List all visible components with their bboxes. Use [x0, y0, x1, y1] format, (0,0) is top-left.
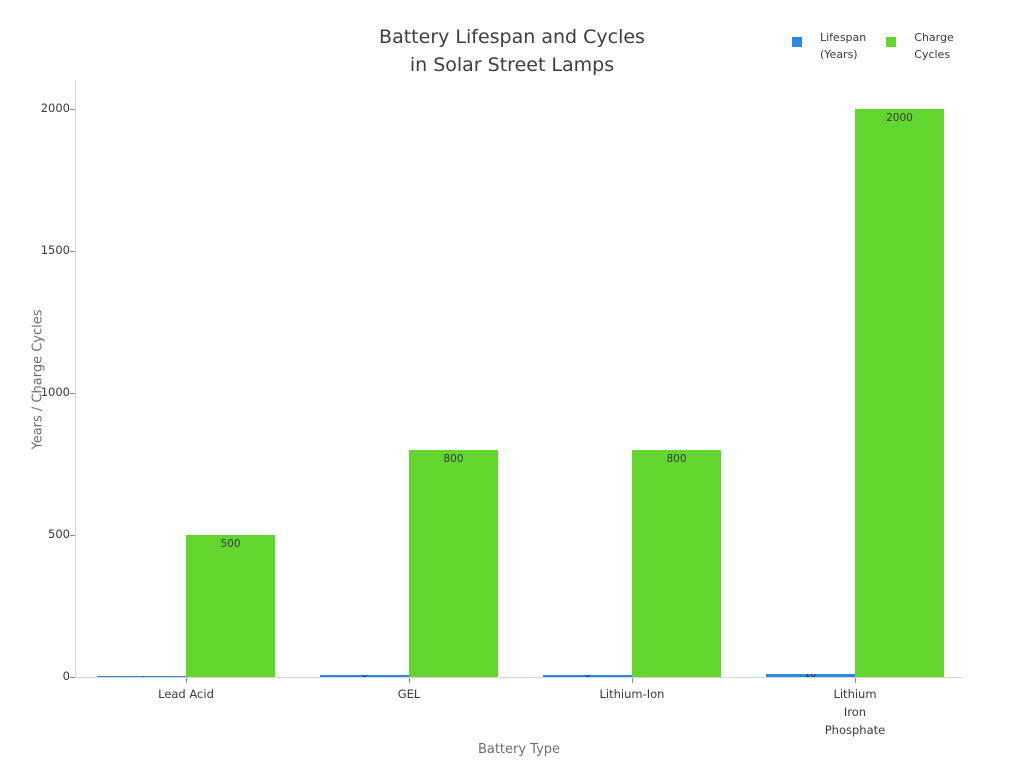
- x-tick-mark: [186, 678, 187, 683]
- x-axis-title: Battery Type: [477, 742, 561, 757]
- y-tick-mark: [70, 251, 75, 252]
- x-tick-mark: [855, 678, 856, 683]
- y-tick-label: 500: [48, 527, 70, 541]
- x-tick-label-gel: GEL: [397, 687, 421, 701]
- legend-swatch-lifespan-years: [792, 37, 802, 47]
- legend-item-charge-cycles[interactable]: Charge Cycles: [886, 30, 954, 63]
- legend: Lifespan (Years) Charge Cycles: [792, 30, 954, 63]
- bar-charge-cycles-lithium-iron-phosphate[interactable]: 2000: [855, 109, 944, 677]
- bar-value-label: 800: [666, 452, 687, 465]
- bar-lifespan-years-lithium-ion[interactable]: 8: [543, 674, 632, 677]
- bar-charge-cycles-lithium-ion[interactable]: 800: [632, 449, 721, 677]
- x-axis-line: [75, 677, 963, 678]
- bar-value-label: 10: [766, 674, 855, 677]
- bar-value-label: 5: [97, 676, 186, 677]
- y-tick-label: 2000: [40, 101, 70, 115]
- chart-title: Battery Lifespan and Cycles in Solar Str…: [0, 24, 1024, 79]
- plot-area: 0 500 1000 1500 2000 Lead Acid 5 500 GEL 8 800 Lith…: [41, 80, 963, 737]
- legend-item-lifespan-years[interactable]: Lifespan (Years): [792, 30, 866, 63]
- bar-value-label: 500: [220, 538, 241, 550]
- chart-title-line1: Battery Lifespan and Cycles: [379, 26, 645, 48]
- x-tick-label-lithium-ion: Lithium-Ion: [599, 687, 665, 701]
- x-tick-label-lead-acid: Lead Acid: [158, 687, 214, 701]
- bar-value-label: 8: [320, 675, 409, 677]
- bar-charge-cycles-lead-acid[interactable]: 500: [186, 535, 275, 677]
- y-tick-mark: [70, 677, 75, 678]
- bar-value-label: 8: [543, 675, 632, 677]
- y-tick-label: 0: [62, 669, 70, 683]
- bar-value-label: 2000: [886, 112, 913, 124]
- bar-lifespan-years-gel[interactable]: 8: [320, 674, 409, 677]
- legend-label: Charge Cycles: [914, 31, 954, 61]
- bar-value-label: 800: [443, 452, 464, 465]
- legend-label: Lifespan (Years): [820, 31, 867, 61]
- x-tick-label-lithium-iron-phosphate: Lithium Iron Phosphate: [824, 687, 886, 737]
- bar-charge-cycles-gel[interactable]: 800: [409, 449, 498, 677]
- y-tick-mark: [70, 109, 75, 110]
- y-axis-line: [75, 80, 76, 678]
- x-tick-mark: [632, 678, 633, 683]
- y-tick-label: 1000: [40, 385, 70, 399]
- chart-title-line2: in Solar Street Lamps: [409, 53, 615, 76]
- y-axis-title: Years / Charge Cycles: [30, 309, 46, 450]
- y-tick-label: 1500: [40, 243, 70, 257]
- legend-swatch-charge-cycles: [886, 37, 897, 47]
- y-tick-mark: [70, 393, 75, 394]
- bar-lifespan-years-lithium-iron-phosphate[interactable]: 10: [766, 674, 855, 677]
- y-tick-mark: [70, 535, 75, 536]
- bar-lifespan-years-lead-acid[interactable]: 5: [97, 675, 186, 677]
- x-tick-mark: [409, 678, 410, 683]
